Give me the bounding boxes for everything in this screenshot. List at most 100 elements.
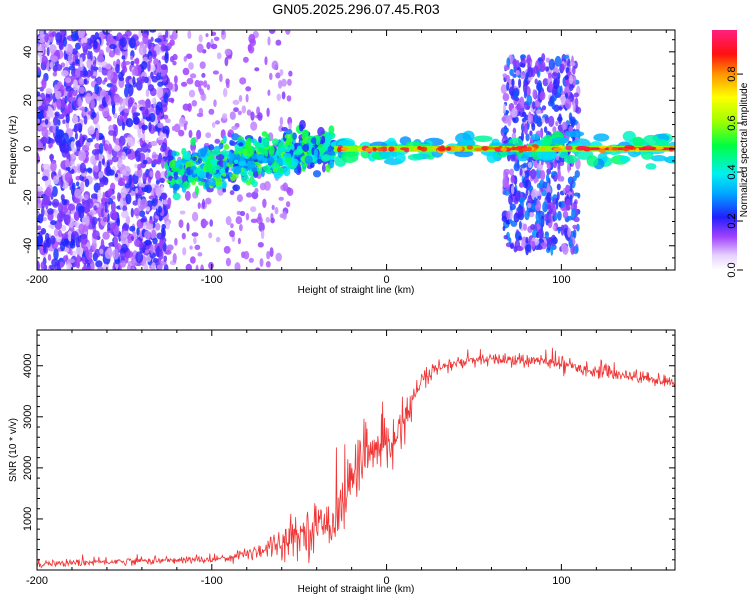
spectrogram-blob <box>512 116 519 124</box>
spectrogram-blob <box>151 97 156 104</box>
spectrogram-blob <box>135 150 141 163</box>
x-tick-label: 0 <box>384 274 390 286</box>
spectrogram-blob <box>200 147 207 158</box>
spectrogram-blob <box>513 162 521 172</box>
x-tick-label: 100 <box>552 575 570 587</box>
y-tick-label: -40 <box>22 238 34 254</box>
spectrogram-blob <box>198 34 203 43</box>
spectrogram-blob <box>75 123 81 129</box>
spectrogram-blob <box>141 132 146 142</box>
spectrogram-blob <box>512 73 517 78</box>
spectrogram-blob <box>94 154 99 161</box>
spectrogram-blob <box>124 86 129 98</box>
spectrogram-blob <box>518 220 522 230</box>
spectrogram-blob <box>506 57 511 68</box>
spectrogram-blob <box>135 251 144 264</box>
spectrogram-blob <box>437 146 446 152</box>
spectrogram-blob <box>290 158 299 167</box>
spectrogram-blob <box>141 76 146 82</box>
spectrogram-blob <box>145 108 149 115</box>
spectrogram-blob <box>518 197 525 204</box>
spectrogram-blob <box>665 156 675 163</box>
spectrogram-blob <box>593 133 610 142</box>
spectrogram-blob <box>87 126 95 135</box>
spectrogram-blob <box>44 103 48 112</box>
spectrogram-blob <box>83 78 88 85</box>
spectrogram-blob <box>261 138 269 147</box>
spectrogram-blob <box>282 167 291 177</box>
spectrogram-blob <box>530 168 537 180</box>
spectrogram-blob <box>37 66 41 73</box>
spectrogram-blob <box>201 198 206 209</box>
spectrogram-blob <box>216 52 222 60</box>
spectrogram-blob <box>564 74 569 80</box>
spectrogram-blob <box>52 175 60 185</box>
spectrogram-blob <box>257 241 264 248</box>
spectrogram-blob <box>51 31 57 37</box>
x-tick-label: -200 <box>26 575 48 587</box>
spectrogram-blob <box>243 251 250 260</box>
spectrogram-blob <box>197 157 203 164</box>
spectrogram-blob <box>313 148 319 158</box>
spectrogram-blob <box>128 174 133 186</box>
snr-y-axis-label: SNR (10 * v/v) <box>8 418 19 482</box>
y-tick-label: -20 <box>22 189 34 205</box>
spectrogram-blob <box>208 108 215 115</box>
spectrogram-blob <box>510 175 515 184</box>
spectrogram-blob <box>174 178 183 185</box>
spectrogram-blob <box>527 114 532 125</box>
spectrogram-blob <box>250 218 258 223</box>
spectrogram-blob <box>213 175 223 186</box>
spectrogram-blob <box>276 93 282 101</box>
spectrogram-blob <box>159 239 164 250</box>
spectrogram-blob <box>150 244 154 255</box>
spectrogram-blob <box>161 142 167 152</box>
spectrogram-blob <box>269 72 273 81</box>
spectrogram-blob <box>530 224 536 230</box>
spectrogram-blob <box>222 159 227 170</box>
spectrogram-blob <box>206 84 211 91</box>
spectrogram-blob <box>77 96 82 107</box>
spectrogram-blob <box>245 212 250 221</box>
spectrogram-blob <box>598 145 607 149</box>
spectrogram-blob <box>245 140 252 150</box>
spectrogram-blob <box>266 107 270 117</box>
spectrogram-blob <box>508 237 512 244</box>
spectrogram-blob <box>557 210 562 221</box>
spectrogram-blob <box>141 60 148 70</box>
spectrogram-blob <box>312 170 322 178</box>
spectrogram-blob <box>125 117 134 128</box>
spectrogram-blob <box>108 129 116 136</box>
spectrogram-blob <box>193 237 197 245</box>
spectrogram-blob <box>523 223 528 231</box>
x-tick-label: -200 <box>26 274 48 286</box>
spectrogram-blob <box>287 78 292 86</box>
spectrogram-blob <box>90 111 97 118</box>
spectrogram-blob <box>196 129 202 140</box>
spectrogram-blob <box>156 232 164 240</box>
spectrogram-blob <box>525 72 529 80</box>
spectrogram-blob <box>48 107 54 118</box>
spectrogram-blob <box>285 137 293 146</box>
spectrogram-blob <box>556 183 561 191</box>
spectrogram-blob <box>121 55 126 60</box>
spectrogram-blob <box>248 33 256 44</box>
spectrogram-blob <box>572 102 576 113</box>
x-tick-label: 100 <box>552 274 570 286</box>
colorbar-label: Normalized spectral amplitude <box>739 82 750 217</box>
spectrogram-blob <box>254 141 261 150</box>
spectrogram-blob <box>556 191 560 201</box>
spectrogram-blob <box>83 246 89 253</box>
spectrogram-blob <box>209 219 214 227</box>
spectrogram-blob <box>74 132 78 140</box>
spectrogram-blob <box>247 160 256 169</box>
spectrogram-blob <box>546 182 550 192</box>
spectrogram-blob <box>564 130 585 138</box>
spectrogram-blob <box>113 144 121 152</box>
spectrogram-blob <box>65 113 70 124</box>
spectrogram-blob <box>57 119 61 126</box>
spectrogram-blob <box>532 101 536 110</box>
spectrogram-blob <box>62 141 70 154</box>
spectrogram-blob <box>43 109 47 118</box>
spectrogram-blob <box>283 146 292 153</box>
